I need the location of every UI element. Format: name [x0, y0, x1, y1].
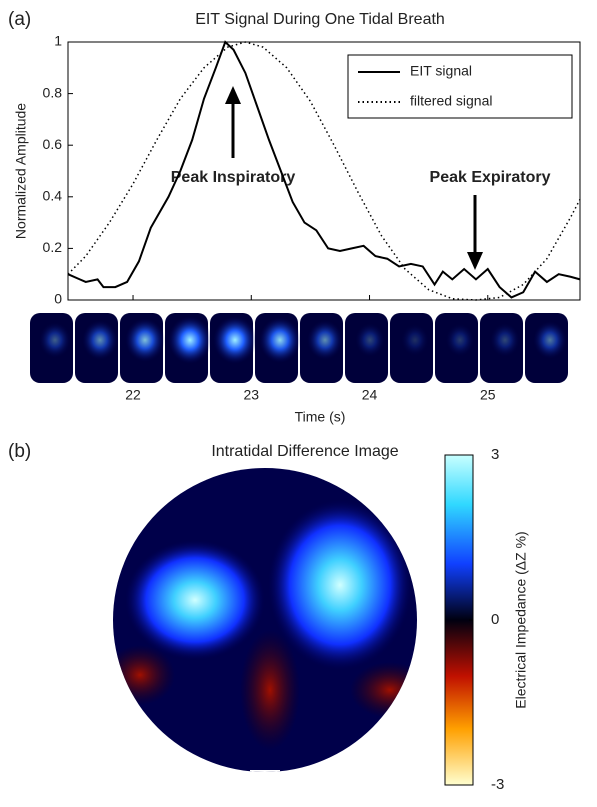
panel-label: (b): [8, 441, 31, 462]
thumbnail-blob: [490, 323, 520, 357]
thumbnail-blob: [307, 320, 343, 360]
thumbnail-blob: [82, 320, 118, 360]
legend-label: filtered signal: [410, 93, 493, 109]
thumbnail-blob: [168, 316, 212, 364]
x-tick-label: 23: [243, 387, 259, 403]
y-tick-label: 0: [54, 291, 62, 307]
y-tick-label: 1: [54, 33, 62, 49]
thumbnail-blob: [125, 318, 165, 362]
thumbnail-blob: [39, 322, 71, 358]
chart-title: EIT Signal During One Tidal Breath: [195, 11, 445, 28]
x-tick-label: 24: [362, 387, 378, 403]
y-axis-label: Normalized Amplitude: [13, 103, 29, 239]
figure: (a) (b) EIT Signal During One Tidal Brea…: [0, 0, 597, 802]
thumbnail-blob: [355, 323, 385, 357]
x-tick-label: 25: [480, 387, 496, 403]
y-tick-label: 0.8: [43, 84, 63, 100]
colorbar-label: Electrical Impedance (ΔZ %): [513, 531, 529, 708]
y-tick-label: 0.2: [43, 239, 63, 255]
difference-image: [100, 460, 430, 800]
thumbnail-blob: [401, 324, 429, 356]
panel-label: (a): [8, 9, 31, 30]
legend-label: EIT signal: [410, 63, 472, 79]
colorbar-tick-label: 3: [491, 446, 499, 463]
annotation: Peak Expiratory: [430, 169, 551, 186]
y-tick-label: 0.6: [43, 136, 63, 152]
x-axis-label: Time (s): [295, 409, 346, 425]
thumbnail-blob: [533, 321, 567, 359]
thumbnail-blob: [259, 317, 301, 363]
thumbnail-blob: [446, 324, 475, 357]
y-tick-label: 0.4: [43, 188, 63, 204]
thumbnail-strip: [30, 313, 568, 383]
annotation: Peak Inspiratory: [171, 169, 296, 186]
chart-title: Intratidal Difference Image: [211, 443, 398, 460]
colorbar-tick-label: 0: [491, 611, 499, 628]
colorbar-tick-label: -3: [491, 776, 504, 793]
colorbar: [445, 455, 473, 785]
x-tick-label: 22: [125, 387, 141, 403]
thumbnail-blob: [213, 316, 257, 364]
